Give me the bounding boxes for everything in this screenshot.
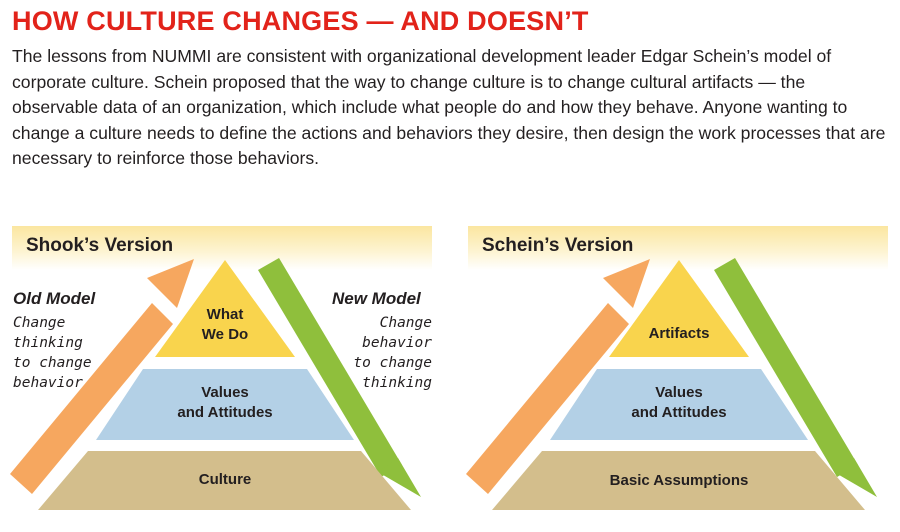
intro-paragraph: The lessons from NUMMI are consistent wi… [12,46,886,168]
shook-middle-tier [96,369,354,440]
page-title: HOW CULTURE CHANGES — AND DOESN’T [12,6,589,36]
shook-panel-title: Shook’s Version [26,235,174,256]
up-arrow-icon [466,259,650,494]
new-model-heading: New Model [332,289,421,308]
shook-middle-label-2: and Attitudes [177,404,272,421]
schein-middle-label-2: and Attitudes [631,404,726,421]
down-arrow-icon [714,258,877,497]
down-arrow-icon [258,258,421,497]
schein-bottom-tier [492,451,865,510]
shook-bottom-tier [38,451,411,510]
shook-middle-label: Values [201,384,249,401]
up-arrow-icon [10,259,194,494]
schein-middle-tier [550,369,808,440]
shook-top-label: What [207,306,244,323]
schein-middle-label: Values [655,384,703,401]
schein-top-tier [609,260,749,357]
new-model-description: Change behavior to change thinking [353,315,432,391]
shook-top-label-2: We Do [202,326,248,343]
shook-top-tier [155,260,295,357]
schein-bottom-label: Basic Assumptions [610,472,749,489]
schein-top-label: Artifacts [649,325,710,342]
shook-title-band [12,226,432,270]
shook-bottom-label: Culture [199,471,252,488]
old-model-heading: Old Model [13,289,96,308]
schein-panel-title: Schein’s Version [482,235,634,256]
old-model-description: Change thinking to change behavior [13,315,92,391]
